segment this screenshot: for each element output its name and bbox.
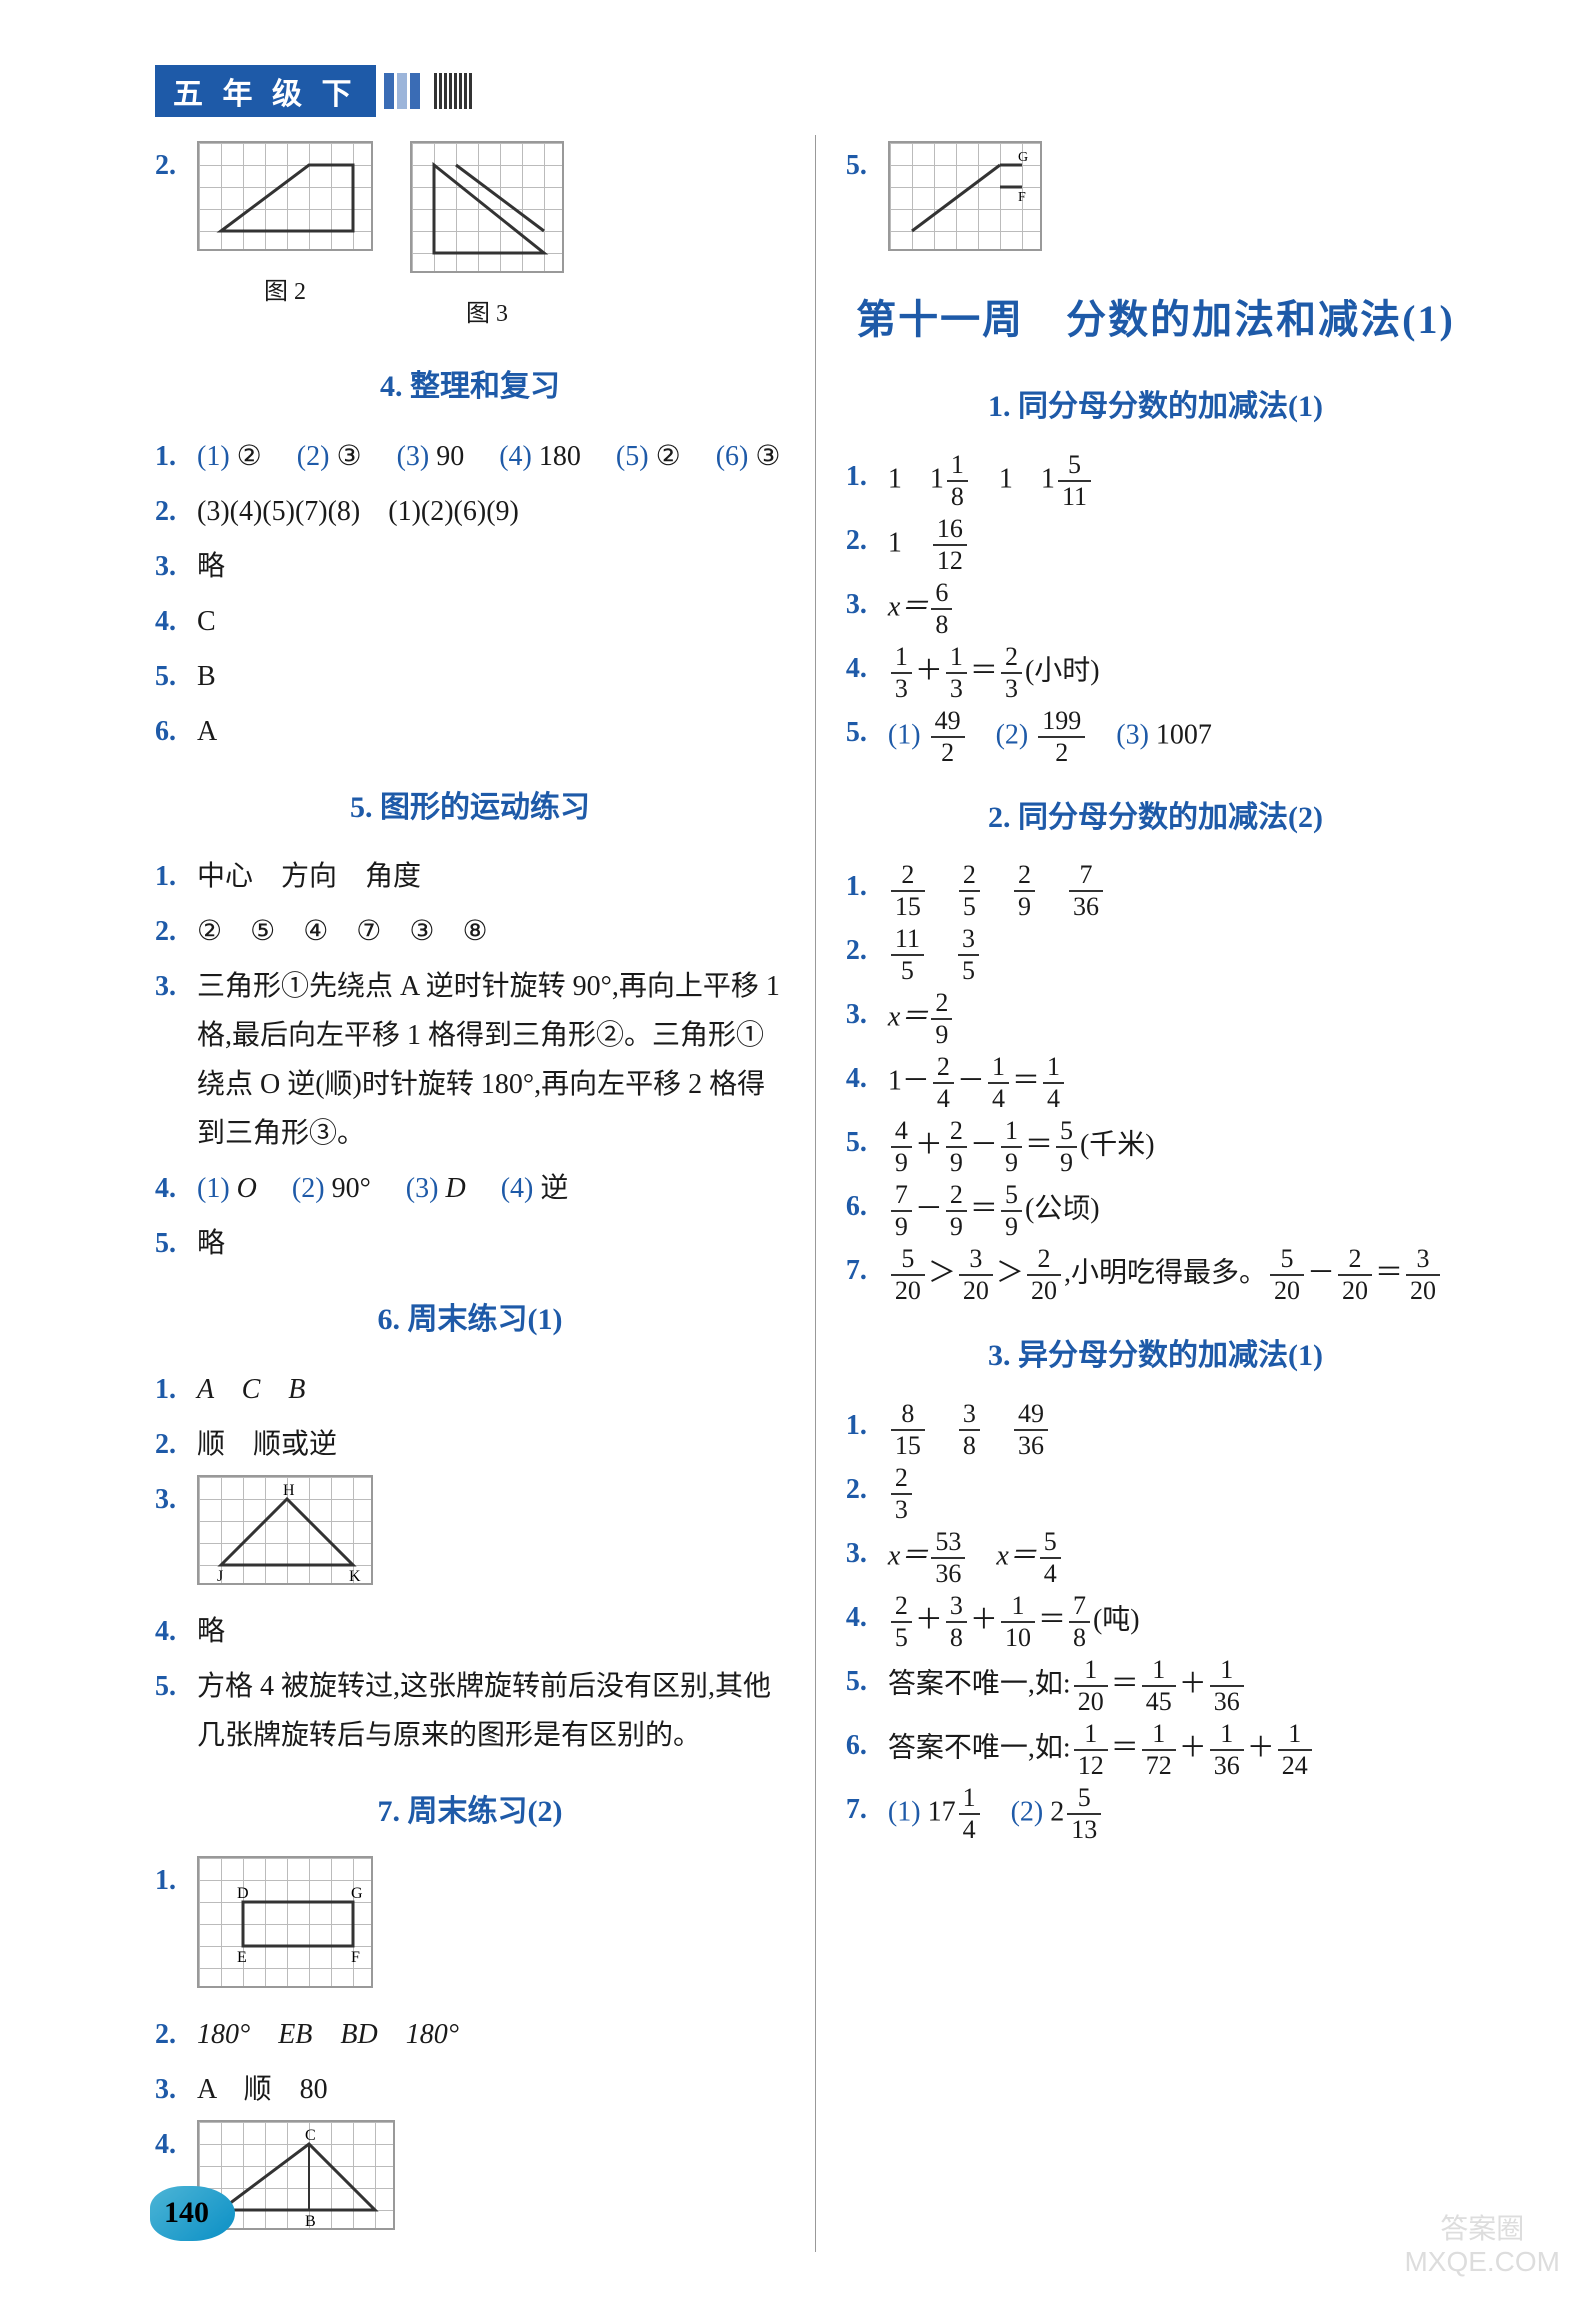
grade-label: 五 年 级 下 [155, 65, 376, 117]
page-footer: 140 [150, 2186, 235, 2241]
barcode-icon [434, 73, 472, 109]
s2-title: 2. 同分母分数的加减法(2) [846, 792, 1465, 845]
figure-label: 图 3 [410, 293, 564, 335]
svg-text:F: F [1018, 190, 1026, 205]
watermark: 答案圈 MXQE.COM [1404, 2212, 1560, 2279]
week-title: 第十一周 分数的加法和减法(1) [846, 285, 1465, 355]
item-number: 2. [155, 141, 197, 335]
svg-text:D: D [237, 1885, 249, 1902]
left-item-2: 2. 图 2 图 3 [155, 141, 785, 335]
figure-grid: D G E F [197, 1856, 373, 1988]
page-number: 140 [164, 2196, 209, 2230]
s1-title: 1. 同分母分数的加减法(1) [846, 381, 1465, 434]
page-header: 五 年 级 下 [155, 65, 472, 117]
section-6-title: 6. 周末练习(1) [155, 1294, 785, 1347]
svg-text:E: E [237, 1949, 247, 1966]
svg-text:G: G [351, 1885, 363, 1902]
s3-title: 3. 异分母分数的加减法(1) [846, 1330, 1465, 1383]
svg-text:G: G [1018, 150, 1028, 165]
section-7-title: 7. 周末练习(2) [155, 1786, 785, 1839]
answer-row: (1) O (2) 90° (3) D (4) 逆 [197, 1164, 785, 1213]
section-5-title: 5. 图形的运动练习 [155, 782, 785, 835]
section-4-title: 4. 整理和复习 [155, 361, 785, 414]
figure-grid: J K H [197, 1475, 373, 1585]
fish-icon: 140 [150, 2186, 235, 2241]
decor-bars [384, 73, 420, 109]
figure-3-grid [410, 141, 564, 273]
main-content: 2. 图 2 图 3 4. 整理和复习 1. (1) ② [155, 135, 1465, 2252]
figure-label: 图 2 [197, 271, 373, 313]
svg-text:C: C [305, 2127, 316, 2144]
svg-text:H: H [283, 1482, 295, 1499]
svg-text:F: F [351, 1949, 360, 1966]
left-column: 2. 图 2 图 3 4. 整理和复习 1. (1) ② [155, 135, 785, 2252]
figure-2-grid [197, 141, 373, 251]
svg-text:B: B [305, 2213, 316, 2230]
svg-text:J: J [217, 1568, 223, 1585]
right-column: 5. GF 第十一周 分数的加法和减法(1) 1. 同分母分数的加减法(1) 1… [815, 135, 1465, 2252]
answer-row: (1) ② (2) ③ (3) 90 (4) 180 (5) ② (6) ③ [197, 432, 785, 481]
svg-text:K: K [349, 1568, 361, 1585]
figure-grid: GF [888, 141, 1042, 251]
